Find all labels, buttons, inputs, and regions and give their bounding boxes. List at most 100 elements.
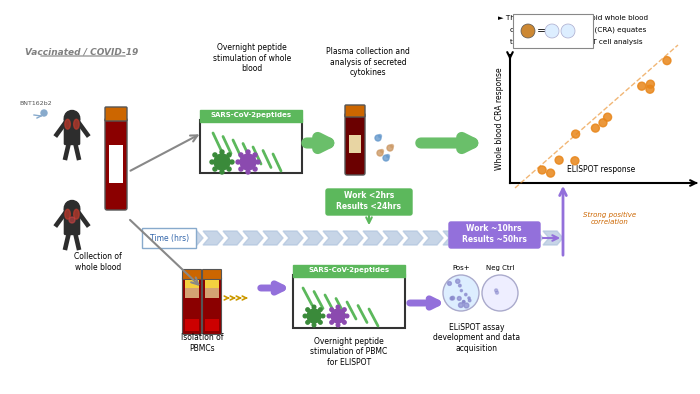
Circle shape bbox=[213, 167, 217, 171]
FancyBboxPatch shape bbox=[183, 277, 202, 335]
Circle shape bbox=[227, 153, 231, 157]
Polygon shape bbox=[243, 231, 263, 245]
Circle shape bbox=[461, 290, 463, 292]
Polygon shape bbox=[183, 231, 203, 245]
FancyBboxPatch shape bbox=[293, 275, 405, 328]
Polygon shape bbox=[303, 231, 323, 245]
FancyBboxPatch shape bbox=[205, 288, 219, 298]
Text: Time (hrs): Time (hrs) bbox=[150, 234, 190, 242]
Circle shape bbox=[375, 135, 381, 141]
Circle shape bbox=[318, 321, 322, 324]
Circle shape bbox=[377, 150, 383, 156]
Circle shape bbox=[638, 82, 646, 90]
Circle shape bbox=[239, 153, 243, 157]
Ellipse shape bbox=[65, 209, 70, 219]
Text: Vaccinated / COVID-19: Vaccinated / COVID-19 bbox=[25, 48, 139, 56]
Circle shape bbox=[64, 110, 80, 126]
Text: Isolation of
PBMCs: Isolation of PBMCs bbox=[181, 333, 223, 353]
Ellipse shape bbox=[74, 119, 79, 129]
Circle shape bbox=[342, 321, 346, 324]
Circle shape bbox=[521, 24, 535, 38]
Text: Whole blood CRA response: Whole blood CRA response bbox=[496, 68, 505, 170]
Circle shape bbox=[465, 294, 467, 296]
Polygon shape bbox=[483, 231, 503, 245]
FancyBboxPatch shape bbox=[205, 280, 219, 288]
Polygon shape bbox=[503, 231, 523, 245]
Circle shape bbox=[240, 154, 256, 170]
Circle shape bbox=[214, 154, 230, 170]
Circle shape bbox=[463, 301, 465, 303]
FancyBboxPatch shape bbox=[185, 288, 199, 298]
Circle shape bbox=[246, 150, 250, 154]
FancyBboxPatch shape bbox=[293, 265, 405, 277]
FancyBboxPatch shape bbox=[185, 319, 199, 331]
Circle shape bbox=[646, 85, 654, 93]
Circle shape bbox=[561, 24, 575, 38]
Text: ELiSPOT assay
development and data
acquisition: ELiSPOT assay development and data acqui… bbox=[433, 323, 521, 353]
Circle shape bbox=[41, 110, 47, 116]
Circle shape bbox=[345, 314, 349, 318]
Circle shape bbox=[462, 301, 465, 303]
Circle shape bbox=[458, 284, 461, 287]
Circle shape bbox=[336, 305, 340, 309]
Text: ► The sensitivity of the rapid whole blood: ► The sensitivity of the rapid whole blo… bbox=[498, 15, 648, 21]
Circle shape bbox=[307, 309, 321, 323]
Circle shape bbox=[236, 160, 240, 164]
Polygon shape bbox=[523, 231, 543, 245]
Circle shape bbox=[64, 201, 80, 216]
Circle shape bbox=[303, 314, 307, 318]
Circle shape bbox=[336, 323, 340, 327]
FancyBboxPatch shape bbox=[183, 269, 202, 279]
Circle shape bbox=[496, 291, 498, 294]
Text: BNT162b2: BNT162b2 bbox=[20, 100, 52, 106]
Circle shape bbox=[210, 160, 214, 164]
Circle shape bbox=[387, 145, 393, 151]
Circle shape bbox=[379, 134, 382, 138]
Text: cytokine release assay (CRA) equates: cytokine release assay (CRA) equates bbox=[510, 27, 646, 33]
Polygon shape bbox=[203, 231, 223, 245]
FancyBboxPatch shape bbox=[185, 280, 199, 288]
FancyBboxPatch shape bbox=[345, 113, 365, 175]
Circle shape bbox=[312, 305, 316, 309]
FancyBboxPatch shape bbox=[200, 120, 302, 173]
Circle shape bbox=[464, 303, 469, 308]
Text: Strong positive
correlation: Strong positive correlation bbox=[583, 212, 636, 225]
Circle shape bbox=[450, 297, 453, 300]
Circle shape bbox=[572, 130, 580, 138]
Text: Work <2hrs
Results <24hrs: Work <2hrs Results <24hrs bbox=[337, 191, 402, 211]
Circle shape bbox=[306, 308, 309, 311]
Circle shape bbox=[538, 166, 546, 174]
Circle shape bbox=[253, 167, 257, 171]
Ellipse shape bbox=[74, 209, 79, 219]
FancyBboxPatch shape bbox=[202, 269, 221, 279]
Polygon shape bbox=[323, 231, 343, 245]
Polygon shape bbox=[383, 231, 403, 245]
Text: Neg Ctrl: Neg Ctrl bbox=[486, 265, 514, 271]
Circle shape bbox=[456, 279, 460, 283]
Polygon shape bbox=[363, 231, 383, 245]
Circle shape bbox=[227, 167, 231, 171]
Text: Overnight peptide
stimulation of whole
blood: Overnight peptide stimulation of whole b… bbox=[213, 43, 291, 73]
Polygon shape bbox=[403, 231, 423, 245]
Circle shape bbox=[571, 157, 579, 165]
Circle shape bbox=[383, 155, 389, 161]
FancyBboxPatch shape bbox=[105, 107, 127, 121]
Circle shape bbox=[547, 169, 554, 177]
Polygon shape bbox=[443, 231, 463, 245]
Polygon shape bbox=[343, 231, 363, 245]
Text: traditional methods of T cell analysis: traditional methods of T cell analysis bbox=[510, 39, 643, 45]
Circle shape bbox=[306, 321, 309, 324]
Circle shape bbox=[457, 297, 461, 300]
Circle shape bbox=[213, 153, 217, 157]
FancyBboxPatch shape bbox=[202, 277, 221, 335]
Polygon shape bbox=[463, 231, 483, 245]
Circle shape bbox=[603, 113, 612, 121]
FancyBboxPatch shape bbox=[200, 110, 302, 122]
FancyBboxPatch shape bbox=[64, 208, 80, 234]
Polygon shape bbox=[283, 231, 303, 245]
Circle shape bbox=[253, 153, 257, 157]
Circle shape bbox=[545, 24, 559, 38]
Circle shape bbox=[386, 154, 389, 158]
Circle shape bbox=[451, 296, 454, 300]
Polygon shape bbox=[143, 231, 163, 245]
